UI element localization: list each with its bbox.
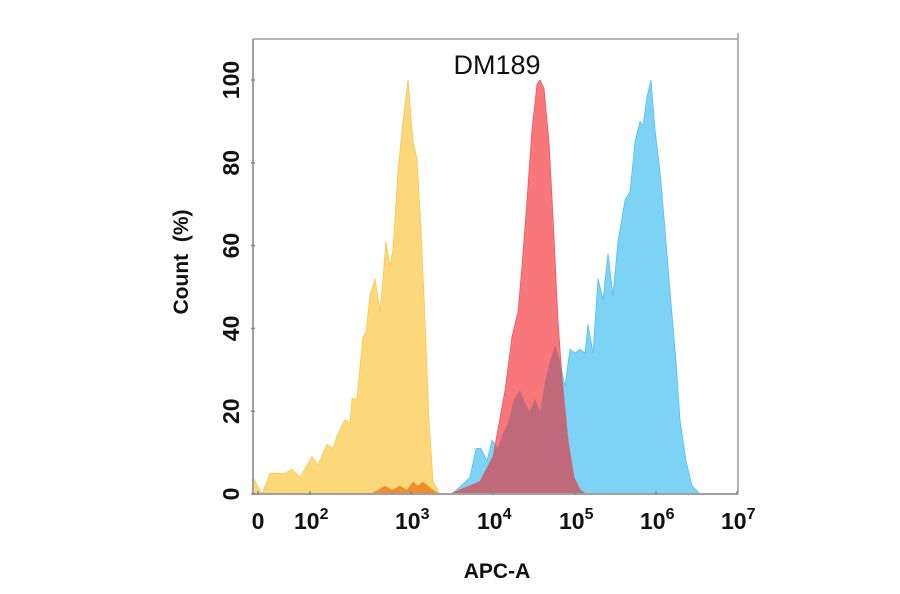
y-tick-label: 80: [218, 150, 244, 176]
x-tick-label: 103: [395, 506, 430, 534]
y-tick-label: 20: [218, 398, 244, 424]
x-axis-ticks: 0 102 103 104 105 106 107: [252, 491, 756, 534]
y-tick-label: 0: [218, 488, 244, 501]
x-axis-title: APC-A: [464, 560, 531, 583]
y-tick-label: 100: [218, 61, 244, 99]
y-tick-label: 40: [218, 316, 244, 342]
plot-frame: [252, 33, 739, 495]
x-tick-label: 104: [477, 506, 512, 534]
y-tick-label: 60: [218, 233, 244, 259]
histogram-minor-control: [370, 481, 440, 494]
x-tick-label: 107: [721, 506, 756, 534]
y-axis-ticks: 0 20 40 60 80 100: [218, 61, 255, 501]
plot-area: [252, 79, 701, 495]
x-tick-label: 102: [294, 506, 329, 534]
x-tick-label: 0: [252, 508, 265, 534]
y-axis-title: Count (%): [170, 210, 193, 315]
chart-title: DM189: [453, 50, 540, 80]
histogram-negative-control: [252, 79, 441, 495]
x-tick-label: 105: [559, 506, 594, 534]
x-tick-label: 106: [640, 506, 675, 534]
histogram-sample-2: [450, 79, 701, 495]
